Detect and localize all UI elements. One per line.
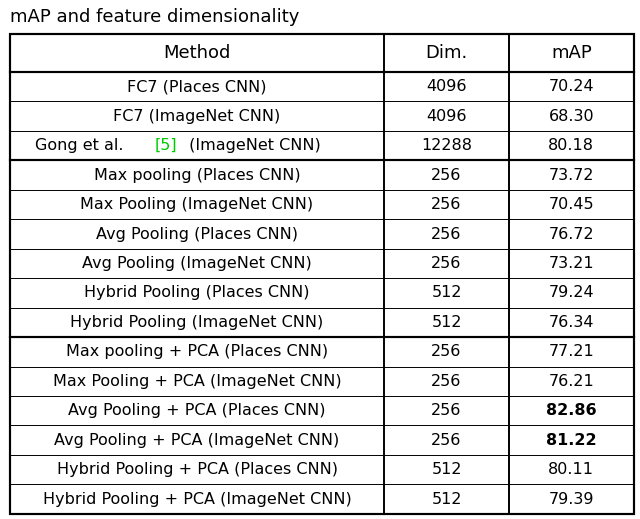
- Text: 256: 256: [431, 256, 461, 271]
- Text: Method: Method: [163, 44, 231, 62]
- Text: 4096: 4096: [426, 79, 467, 94]
- Text: Hybrid Pooling (ImageNet CNN): Hybrid Pooling (ImageNet CNN): [70, 315, 324, 330]
- FancyBboxPatch shape: [10, 34, 634, 514]
- Text: 70.45: 70.45: [548, 197, 594, 212]
- Text: (ImageNet CNN): (ImageNet CNN): [184, 138, 321, 153]
- Text: Hybrid Pooling + PCA (Places CNN): Hybrid Pooling + PCA (Places CNN): [56, 462, 337, 477]
- Text: 256: 256: [431, 433, 461, 448]
- Text: 79.24: 79.24: [548, 285, 594, 301]
- Text: 79.39: 79.39: [548, 491, 594, 507]
- Text: 256: 256: [431, 168, 461, 183]
- Text: Hybrid Pooling (Places CNN): Hybrid Pooling (Places CNN): [84, 285, 310, 301]
- Text: mAP and feature dimensionality: mAP and feature dimensionality: [10, 8, 300, 26]
- Text: Avg Pooling + PCA (ImageNet CNN): Avg Pooling + PCA (ImageNet CNN): [54, 433, 340, 448]
- Text: Avg Pooling + PCA (Places CNN): Avg Pooling + PCA (Places CNN): [68, 403, 326, 418]
- Text: 82.86: 82.86: [546, 403, 596, 418]
- Text: 80.18: 80.18: [548, 138, 595, 153]
- Text: Max Pooling + PCA (ImageNet CNN): Max Pooling + PCA (ImageNet CNN): [52, 374, 341, 389]
- Text: 256: 256: [431, 403, 461, 418]
- Text: 76.34: 76.34: [548, 315, 594, 330]
- Text: Avg Pooling (ImageNet CNN): Avg Pooling (ImageNet CNN): [82, 256, 312, 271]
- Text: 73.21: 73.21: [548, 256, 594, 271]
- Text: Max pooling (Places CNN): Max pooling (Places CNN): [93, 168, 300, 183]
- Text: 256: 256: [431, 226, 461, 241]
- Text: Hybrid Pooling + PCA (ImageNet CNN): Hybrid Pooling + PCA (ImageNet CNN): [43, 491, 351, 507]
- Text: 512: 512: [431, 491, 462, 507]
- Text: 4096: 4096: [426, 108, 467, 124]
- Text: 81.22: 81.22: [546, 433, 596, 448]
- Text: Avg Pooling (Places CNN): Avg Pooling (Places CNN): [96, 226, 298, 241]
- Text: 77.21: 77.21: [548, 344, 594, 359]
- Text: 12288: 12288: [421, 138, 472, 153]
- Text: 512: 512: [431, 285, 462, 301]
- Text: FC7 (Places CNN): FC7 (Places CNN): [127, 79, 267, 94]
- Text: 512: 512: [431, 315, 462, 330]
- Text: 512: 512: [431, 462, 462, 477]
- Text: [5]: [5]: [155, 138, 177, 153]
- Text: Gong et al.: Gong et al.: [35, 138, 129, 153]
- Text: mAP: mAP: [551, 44, 591, 62]
- Text: 256: 256: [431, 374, 461, 389]
- Text: 76.72: 76.72: [548, 226, 594, 241]
- Text: 70.24: 70.24: [548, 79, 594, 94]
- Text: 80.11: 80.11: [548, 462, 595, 477]
- Text: Max Pooling (ImageNet CNN): Max Pooling (ImageNet CNN): [81, 197, 314, 212]
- Text: 68.30: 68.30: [548, 108, 594, 124]
- Text: Dim.: Dim.: [426, 44, 468, 62]
- Text: 256: 256: [431, 197, 461, 212]
- Text: Max pooling + PCA (Places CNN): Max pooling + PCA (Places CNN): [66, 344, 328, 359]
- Text: 76.21: 76.21: [548, 374, 594, 389]
- Text: 256: 256: [431, 344, 461, 359]
- Text: 73.72: 73.72: [548, 168, 594, 183]
- Text: FC7 (ImageNet CNN): FC7 (ImageNet CNN): [113, 108, 281, 124]
